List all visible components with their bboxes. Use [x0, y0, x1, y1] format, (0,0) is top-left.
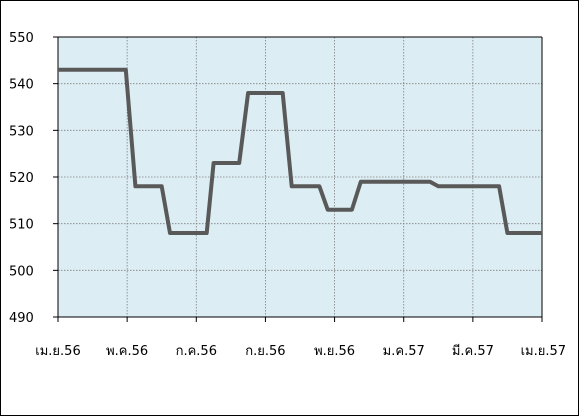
- x-tick-label: เม.ย.57: [521, 344, 566, 359]
- y-tick-label: 520: [9, 171, 34, 186]
- series-layer: [58, 67, 542, 235]
- y-tick-label: 490: [9, 311, 34, 326]
- y-tick-label: 550: [9, 31, 34, 46]
- y-tick-label: 540: [9, 78, 34, 93]
- series-line: [58, 67, 542, 235]
- y-tick-label: 530: [9, 124, 34, 139]
- x-tick-label: มี.ค.57: [452, 343, 494, 359]
- x-tick-label: ก.ย.56: [245, 344, 285, 359]
- x-tick-label: พ.ค.56: [106, 344, 148, 359]
- axes: [53, 36, 543, 322]
- x-tick-label: ม.ค.57: [383, 344, 425, 359]
- x-tick-label: เม.ย.56: [35, 344, 80, 359]
- x-tick-label: พ.ย.56: [314, 344, 355, 359]
- x-tick-label: ก.ค.56: [176, 344, 217, 359]
- tick-labels: 490 500 510 520 530 540 550 เม.ย.56 พ.ค.56 ก.ค.56…: [9, 31, 566, 359]
- y-tick-label: 500: [9, 264, 34, 279]
- y-tick-label: 510: [9, 218, 34, 233]
